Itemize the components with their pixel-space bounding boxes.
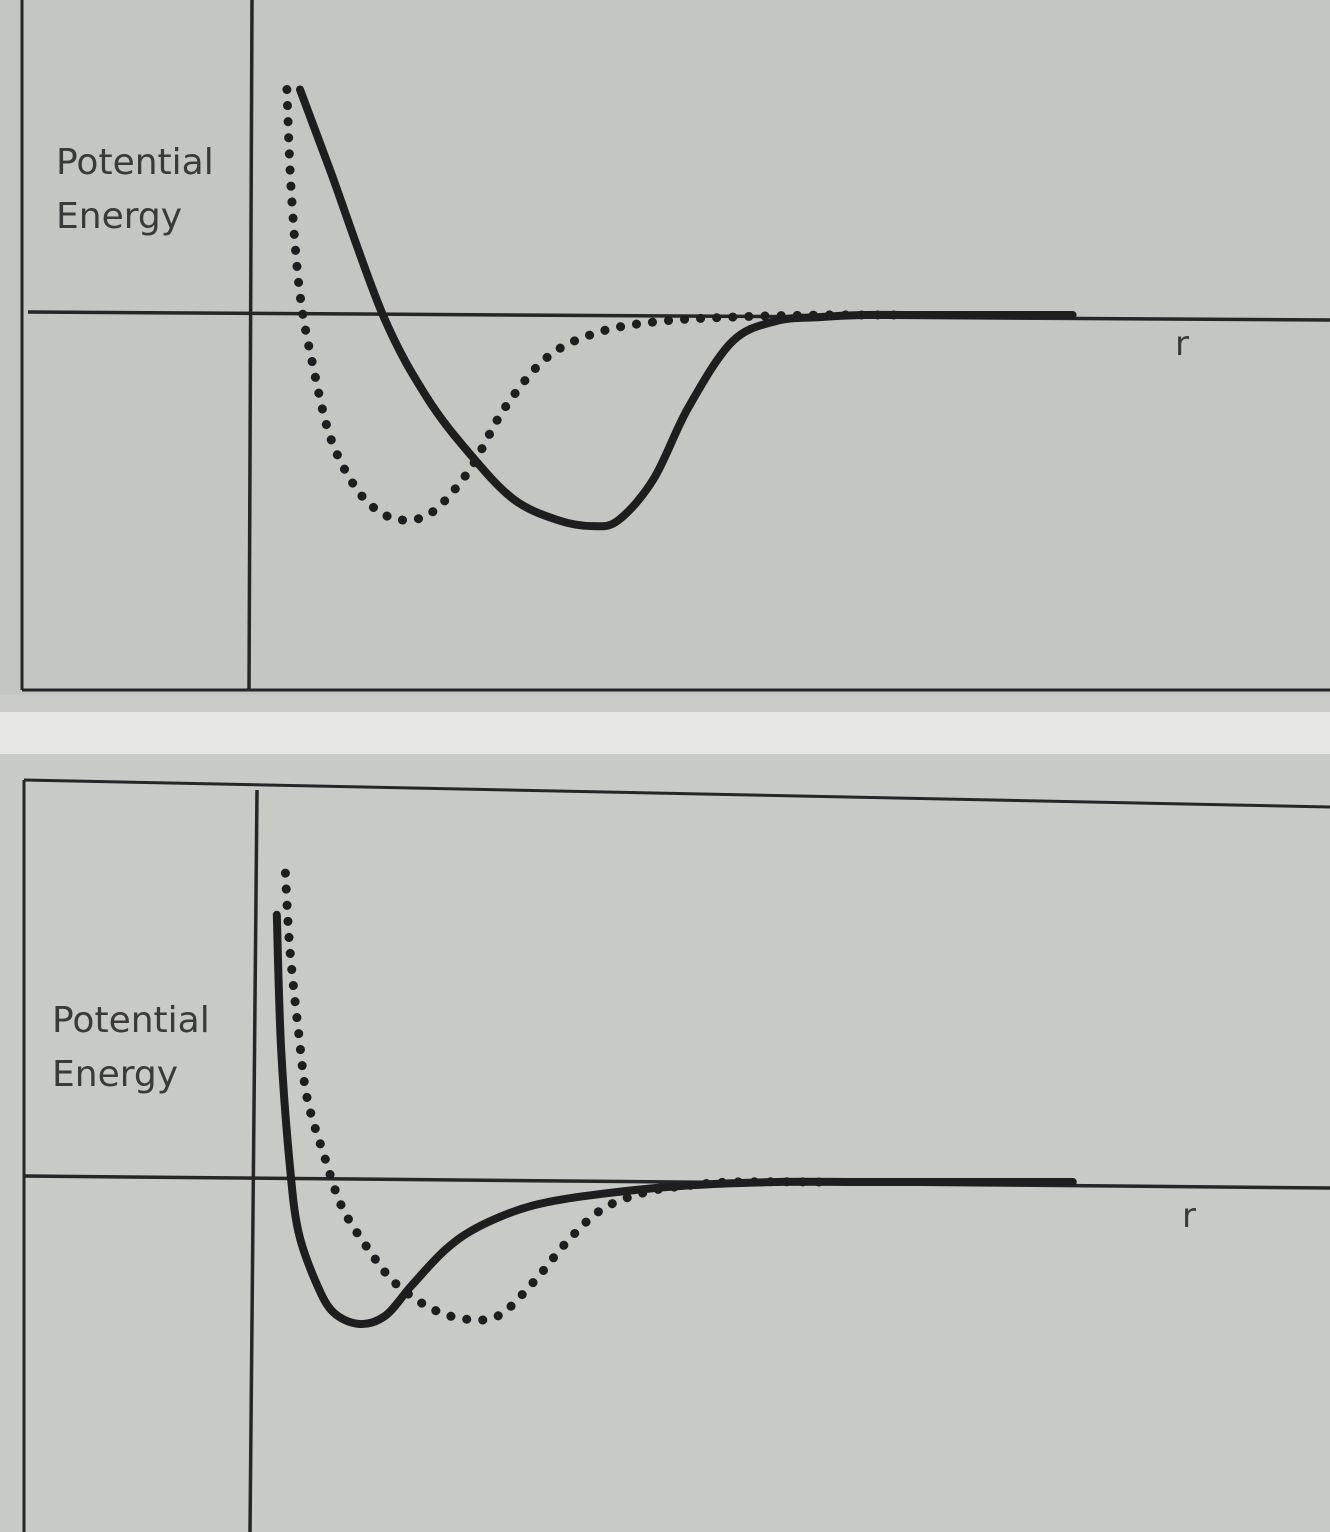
- y-axis-label-line2: Energy: [52, 1054, 179, 1095]
- y-axis-label-top: Potential Energy: [56, 136, 214, 244]
- y-axis-label-line2: Energy: [56, 196, 183, 237]
- x-axis-label-top: r: [1175, 324, 1189, 364]
- series-layer: [272, 868, 1077, 1329]
- series-dotted-line: [282, 85, 912, 525]
- x-axis: [23, 1174, 1330, 1190]
- chart-top: [20, 0, 1330, 692]
- series-solid-line: [272, 910, 1077, 1329]
- series-dotted-line: [280, 868, 825, 1325]
- series-layer: [282, 85, 1077, 531]
- y-axis-label-line1: Potential: [52, 1000, 210, 1041]
- frame-top: [23, 778, 1330, 809]
- chart-bottom: [22, 778, 1330, 1532]
- chart-panel-top: Potential Energy r: [0, 0, 1330, 695]
- chart-panel-bottom: Potential Energy r: [0, 754, 1330, 1532]
- y-axis-label-line1: Potential: [56, 142, 214, 183]
- panel-separator: [0, 712, 1330, 754]
- series-solid-line: [296, 85, 1077, 531]
- y-axis-label-bottom: Potential Energy: [52, 994, 210, 1102]
- y-axis: [247, 0, 254, 691]
- y-axis: [248, 789, 259, 1532]
- x-axis-label-bottom: r: [1182, 1196, 1196, 1236]
- x-axis: [27, 310, 1330, 322]
